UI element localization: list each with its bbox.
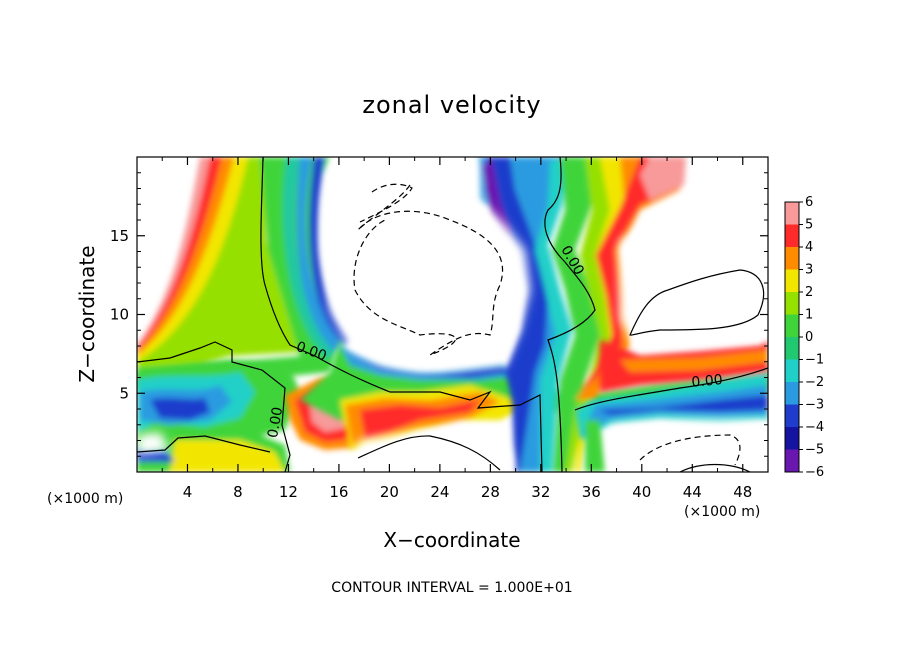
- y-unit-label: (×1000 m): [47, 491, 123, 507]
- x-tick-label: 28: [481, 483, 500, 501]
- colorbar-tick-label: −2: [805, 375, 824, 390]
- colorbar-swatch: [785, 427, 799, 450]
- colorbar-tick-label: −5: [805, 443, 824, 458]
- x-tick-label: 24: [430, 483, 449, 501]
- zero-contour-right-band: [574, 367, 768, 411]
- lower-left-region: [137, 360, 300, 472]
- colorbar-swatch: [785, 314, 799, 338]
- colorbar-tick-label: −3: [805, 398, 824, 413]
- y-tick-label: 5: [119, 384, 129, 402]
- colorbar-swatch: [785, 359, 799, 383]
- colorbar-swatch: [785, 404, 799, 428]
- solid-contour-right-upper: [629, 269, 765, 336]
- dashed-contour-center: [353, 184, 504, 356]
- dashed-contour-top: [359, 183, 413, 223]
- colorbar-tick-label: −4: [805, 420, 824, 435]
- y-tick-label: 15: [110, 227, 129, 245]
- zero-contour-bottom-left: [137, 435, 271, 453]
- colorbar-swatch: [785, 269, 799, 293]
- colorbar-swatch: [785, 449, 799, 473]
- x-tick-label: 12: [279, 483, 298, 501]
- x-tick-label: 20: [380, 483, 399, 501]
- x-tick-label: 36: [582, 483, 601, 501]
- zero-contour-left: [260, 157, 543, 472]
- white-regions: [137, 157, 768, 472]
- colorbar-swatch: [785, 382, 799, 405]
- x-tick-label: 48: [733, 483, 752, 501]
- dashed-contour-bottom-right: [639, 434, 741, 466]
- solid-contour-bottom: [357, 435, 501, 471]
- central-negative-column: [478, 157, 686, 472]
- colorbar-tick-label: 4: [805, 240, 813, 255]
- zero-contour-lower: [137, 341, 291, 472]
- x-axis-label: X−coordinate: [383, 528, 520, 552]
- x-tick-label: 44: [683, 483, 702, 501]
- y-axis-label: Z−coordinate: [75, 245, 99, 382]
- contour-label: 0.00: [691, 372, 723, 391]
- x-tick-label: 16: [329, 483, 348, 501]
- contour-lines: [137, 157, 768, 472]
- y-axis: 5 10 15: [110, 172, 768, 457]
- colorbar-swatch: [785, 224, 799, 248]
- colorbar-tick-label: 6: [805, 195, 813, 210]
- x-tick-label: 4: [183, 483, 193, 501]
- zero-contour-right-column: [544, 157, 596, 472]
- colorbar-tick-label: 2: [805, 285, 813, 300]
- contour-interval-note: CONTOUR INTERVAL = 1.000E+01: [331, 580, 572, 596]
- colorbar: 6 5 4 3 2 1 0 −1 −2 −3 −4 −5 −6: [784, 195, 824, 480]
- solid-contour-bottom-right: [679, 463, 751, 472]
- colorbar-swatch: [785, 247, 799, 270]
- x-axis: 4 8 12 16 20 24 28 32 36 40 44 48: [161, 157, 752, 501]
- x-tick-label: 40: [632, 483, 651, 501]
- colorbar-tick-label: −6: [805, 465, 824, 480]
- colorbar-swatch: [785, 337, 799, 360]
- contour-label: 0.00: [265, 406, 286, 439]
- colorbar-swatch: [785, 202, 799, 225]
- colorbar-swatch: [785, 292, 799, 315]
- colorbar-tick-label: −1: [805, 353, 824, 368]
- left-positive-jet: [137, 157, 352, 392]
- colorbar-tick-label: 3: [805, 263, 813, 278]
- x-unit-label: (×1000 m): [684, 504, 760, 520]
- y-tick-label: 10: [110, 306, 129, 324]
- x-tick-label: 32: [531, 483, 550, 501]
- colorbar-tick-label: 1: [805, 308, 813, 323]
- colorbar-tick-label: 0: [805, 330, 813, 345]
- colorbar-tick-label: 5: [805, 218, 813, 233]
- chart-title: zonal velocity: [362, 91, 541, 119]
- x-tick-label: 8: [233, 483, 243, 501]
- heatmap-field: [137, 157, 768, 472]
